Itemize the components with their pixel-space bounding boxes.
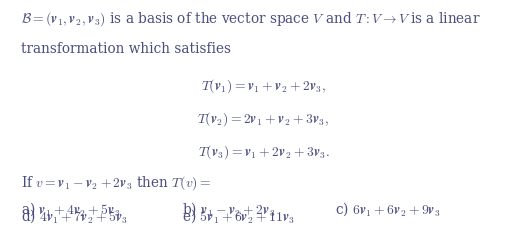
- Text: b) $\boldsymbol{v}_1 - \boldsymbol{v}_2 + 2\boldsymbol{v}_3$: b) $\boldsymbol{v}_1 - \boldsymbol{v}_2 …: [182, 200, 275, 218]
- Text: $\mathcal{B} = (\boldsymbol{v}_1, \boldsymbol{v}_2, \boldsymbol{v}_3)$ is a basi: $\mathcal{B} = (\boldsymbol{v}_1, \bolds…: [21, 10, 481, 28]
- Text: If $v = \boldsymbol{v}_1 - \boldsymbol{v}_2 + 2\boldsymbol{v}_3$ then $T(v) =$: If $v = \boldsymbol{v}_1 - \boldsymbol{v…: [21, 174, 211, 192]
- Text: d) $4\boldsymbol{v}_1 + 7\boldsymbol{v}_2 + 5\boldsymbol{v}_3$: d) $4\boldsymbol{v}_1 + 7\boldsymbol{v}_…: [21, 207, 128, 225]
- Text: a) $\boldsymbol{v}_1 + 4\boldsymbol{v}_2 + 5\boldsymbol{v}_3$: a) $\boldsymbol{v}_1 + 4\boldsymbol{v}_2…: [21, 200, 121, 218]
- Text: $T(\boldsymbol{v}_1) = \boldsymbol{v}_1 + \boldsymbol{v}_2 + 2\boldsymbol{v}_3,$: $T(\boldsymbol{v}_1) = \boldsymbol{v}_1 …: [201, 78, 326, 95]
- Text: $T(\boldsymbol{v}_2) = 2\boldsymbol{v}_1 + \boldsymbol{v}_2 + 3\boldsymbol{v}_3,: $T(\boldsymbol{v}_2) = 2\boldsymbol{v}_1…: [198, 110, 329, 128]
- Text: transformation which satisfies: transformation which satisfies: [21, 42, 231, 56]
- Text: $T(\boldsymbol{v}_3) = \boldsymbol{v}_1 + 2\boldsymbol{v}_2 + 3\boldsymbol{v}_3.: $T(\boldsymbol{v}_3) = \boldsymbol{v}_1 …: [198, 143, 329, 161]
- Text: c) $6\boldsymbol{v}_1 + 6\boldsymbol{v}_2 + 9\boldsymbol{v}_3$: c) $6\boldsymbol{v}_1 + 6\boldsymbol{v}_…: [335, 200, 441, 218]
- Text: e) $5\boldsymbol{v}_1 + 6\boldsymbol{v}_2 + 11\boldsymbol{v}_3$: e) $5\boldsymbol{v}_1 + 6\boldsymbol{v}_…: [182, 207, 295, 225]
